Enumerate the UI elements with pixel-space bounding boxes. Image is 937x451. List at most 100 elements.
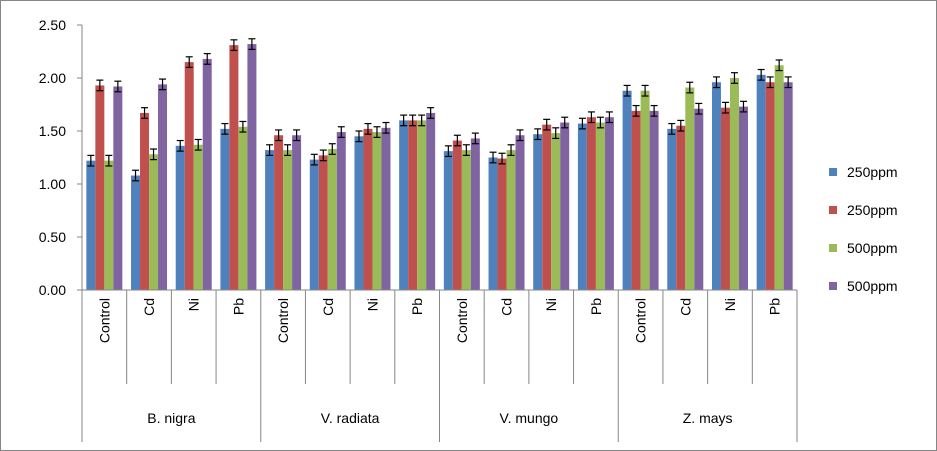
bar-250ppm-Ni: [354, 136, 364, 290]
category-label: Ni: [722, 298, 738, 311]
category-label: Control: [96, 298, 112, 343]
bar-500ppm-Cd: [694, 108, 704, 291]
bar-250ppm-Ni: [720, 107, 730, 291]
bar-500ppm-Control: [461, 150, 471, 290]
bar-250ppm-Cd: [131, 175, 141, 290]
legend-swatch: [829, 244, 837, 252]
legend-swatch: [829, 168, 837, 176]
bar-250ppm-Pb: [765, 82, 775, 291]
bar-500ppm-Cd: [336, 132, 346, 290]
legend-label: 500ppm: [847, 240, 898, 256]
y-tick-label: 0.00: [39, 282, 66, 298]
bar-250ppm-Control: [631, 110, 641, 290]
bar-500ppm-Pb: [595, 122, 605, 291]
y-tick-label: 2.50: [39, 17, 66, 33]
bar-500ppm-Control: [470, 138, 480, 290]
legend-label: 500ppm: [847, 278, 898, 294]
y-tick-label: 1.00: [39, 176, 66, 192]
bar-250ppm-Cd: [318, 155, 328, 290]
bar-250ppm-Ni: [175, 145, 185, 290]
bar-500ppm-Pb: [783, 82, 793, 291]
bar-250ppm-Pb: [586, 117, 596, 290]
legend-label: 250ppm: [847, 164, 898, 180]
category-label: Ni: [543, 298, 559, 311]
category-label: Cd: [141, 298, 157, 316]
bar-250ppm-Control: [622, 90, 632, 290]
category-label: Cd: [320, 298, 336, 316]
bar-250ppm-Cd: [676, 125, 686, 290]
bar-500ppm-Ni: [551, 133, 561, 290]
bar-500ppm-Control: [113, 86, 123, 290]
bar-500ppm-Control: [292, 135, 302, 290]
bar-250ppm-Cd: [488, 157, 498, 290]
group-label: V. mungo: [500, 410, 559, 426]
bar-500ppm-Pb: [426, 112, 436, 290]
category-label: Ni: [186, 298, 202, 311]
bar-500ppm-Ni: [202, 58, 212, 290]
bar-500ppm-Cd: [515, 135, 525, 290]
category-label: Control: [633, 298, 649, 343]
category-label: Pb: [409, 298, 425, 315]
bar-250ppm-Pb: [408, 120, 418, 291]
bar-500ppm-Cd: [327, 149, 337, 290]
bar-500ppm-Control: [283, 150, 293, 290]
bar-500ppm-Ni: [381, 127, 391, 290]
bar-500ppm-Ni: [372, 132, 382, 290]
y-tick-label: 0.50: [39, 229, 66, 245]
bar-500ppm-Pb: [774, 65, 784, 290]
bar-250ppm-Ni: [184, 62, 194, 290]
bar-250ppm-Ni: [533, 134, 543, 290]
bar-250ppm-Cd: [140, 112, 150, 290]
bar-250ppm-Pb: [220, 128, 230, 290]
bar-250ppm-Control: [86, 160, 96, 290]
bar-250ppm-Cd: [497, 158, 507, 290]
bar-250ppm-Ni: [542, 124, 552, 290]
category-label: Pb: [588, 298, 604, 315]
category-label: Ni: [364, 298, 380, 311]
legend-swatch: [829, 206, 837, 214]
bar-500ppm-Ni: [560, 122, 570, 291]
bar-500ppm-Pb: [604, 117, 614, 290]
bar-250ppm-Pb: [756, 74, 766, 290]
bar-500ppm-Control: [640, 90, 650, 290]
bar-500ppm-Pb: [247, 44, 257, 290]
group-label: B. nigra: [147, 410, 195, 426]
bar-250ppm-Control: [265, 150, 275, 290]
category-label: Cd: [677, 298, 693, 316]
y-tick-label: 1.50: [39, 123, 66, 139]
bar-500ppm-Ni: [729, 78, 739, 290]
group-label: V. radiata: [321, 410, 380, 426]
bar-500ppm-Cd: [506, 150, 516, 290]
bar-500ppm-Control: [104, 160, 114, 290]
category-label: Control: [454, 298, 470, 343]
bar-250ppm-Control: [443, 151, 453, 290]
bar-250ppm-Pb: [229, 45, 239, 290]
bar-250ppm-Ni: [363, 128, 373, 290]
bar-500ppm-Cd: [149, 154, 159, 290]
legend-label: 250ppm: [847, 202, 898, 218]
bar-250ppm-Pb: [577, 123, 587, 290]
bar-250ppm-Control: [274, 135, 284, 290]
bar-250ppm-Ni: [711, 82, 721, 291]
category-label: Pb: [230, 298, 246, 315]
bar-500ppm-Pb: [417, 120, 427, 291]
category-label: Control: [275, 298, 291, 343]
bar-250ppm-Control: [452, 140, 462, 290]
bar-500ppm-Control: [649, 110, 659, 290]
bar-500ppm-Ni: [738, 106, 748, 291]
bar-250ppm-Cd: [667, 128, 677, 290]
bar-250ppm-Control: [95, 85, 105, 290]
bar-250ppm-Pb: [399, 120, 409, 291]
category-label: Cd: [499, 298, 515, 316]
bar-500ppm-Pb: [238, 126, 248, 290]
bar-500ppm-Cd: [158, 84, 168, 290]
bar-500ppm-Ni: [193, 144, 203, 290]
group-label: Z. mays: [683, 410, 733, 426]
bar-500ppm-Cd: [685, 87, 695, 290]
category-label: Pb: [767, 298, 783, 315]
legend-swatch: [829, 282, 837, 290]
bar-250ppm-Cd: [309, 159, 319, 290]
y-tick-label: 2.00: [39, 70, 66, 86]
